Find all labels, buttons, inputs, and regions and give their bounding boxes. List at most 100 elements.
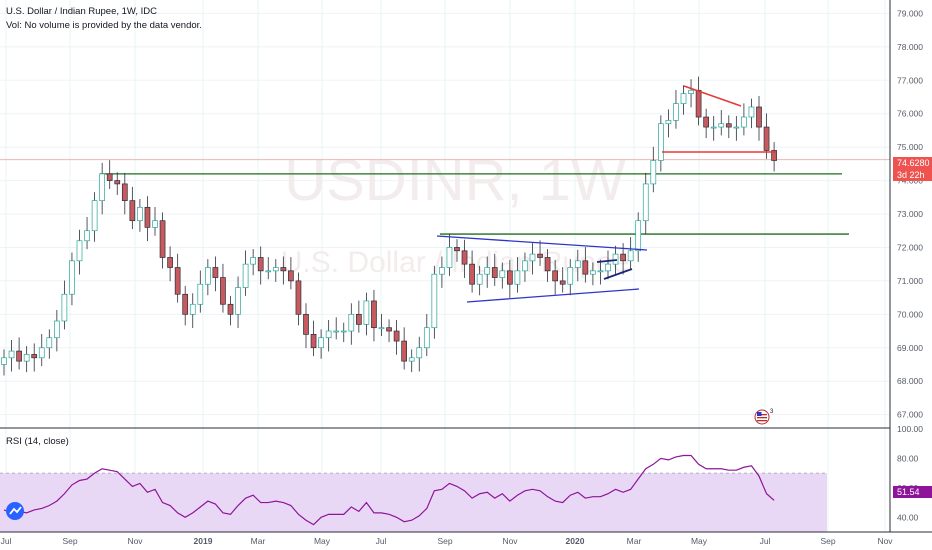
candle-body: [446, 247, 453, 268]
candle-body: [318, 337, 324, 349]
candle-body: [710, 126, 717, 129]
candle-body: [250, 257, 256, 265]
candle-body: [220, 277, 226, 305]
time-tick-label: May: [691, 536, 708, 546]
candle-body: [340, 330, 347, 333]
candle-body: [673, 103, 679, 121]
candle-body: [612, 253, 619, 265]
candle-body: [461, 250, 468, 265]
candle-body: [680, 93, 687, 105]
price-axis[interactable]: 79.00078.00077.00076.00075.00074.00073.0…: [897, 8, 923, 419]
candle-body: [378, 327, 385, 330]
time-axis[interactable]: Jul Sep Nov 2019 Mar May Jul Sep Nov 2020 Mar May Ju…: [1, 536, 894, 546]
candle-body: [363, 300, 370, 325]
candle-body: [657, 123, 664, 161]
candle-body: [46, 337, 53, 349]
rsi-band: [0, 473, 827, 532]
price-tick-label: 70.000: [897, 309, 923, 319]
candle-body: [333, 330, 340, 333]
candle-body: [476, 273, 483, 285]
candle-body: [771, 150, 777, 161]
candle-body: [627, 250, 634, 262]
time-tick-label: Nov: [877, 536, 893, 546]
time-tick-label: Sep: [437, 536, 452, 546]
candle-body: [522, 260, 528, 272]
pennant-lower-line[interactable]: [603, 268, 633, 280]
tradingview-logo-icon[interactable]: [6, 502, 24, 520]
horizontal-lines: [0, 159, 890, 235]
rsi-line: [3, 454, 775, 526]
candle-body: [408, 357, 415, 362]
candle-body: [235, 287, 241, 315]
price-tick-label: 75.000: [897, 142, 923, 152]
flag-icon[interactable]: 3: [754, 409, 774, 425]
candle-body: [272, 267, 279, 272]
rsi-tick-label: 80.00: [897, 453, 919, 463]
candle-body: [454, 247, 460, 252]
candle-body: [227, 303, 234, 315]
candle-body: [69, 260, 75, 295]
candle-body: [567, 267, 574, 285]
candle-body: [499, 270, 506, 278]
candle-body: [31, 354, 38, 359]
candle-body: [559, 280, 566, 285]
candle-body: [212, 267, 219, 278]
candle-body: [423, 327, 430, 349]
candle-body: [688, 89, 694, 94]
candle-body: [741, 116, 747, 128]
candle-body: [197, 283, 204, 305]
candle-body: [582, 260, 589, 275]
price-tick-label: 69.000: [897, 343, 923, 353]
time-tick-label: Nov: [502, 536, 518, 546]
candle-body: [650, 160, 657, 185]
price-tick-label: 76.000: [897, 109, 923, 119]
rsi-value-tag: 51.54: [893, 486, 932, 498]
candle-body: [23, 354, 30, 362]
candle-body: [748, 106, 755, 118]
candle-body: [205, 267, 211, 285]
candle-body: [144, 206, 151, 228]
candle-body: [552, 270, 559, 282]
candle-body: [642, 183, 649, 222]
candle-body: [129, 200, 136, 222]
triangle-upper-line[interactable]: [436, 235, 648, 251]
candle-body: [137, 206, 143, 222]
pennant-upper-line[interactable]: [596, 259, 618, 263]
candle-body: [514, 270, 521, 285]
candle-body: [159, 220, 166, 258]
rsi-pane: [0, 454, 827, 533]
candle-body: [310, 334, 317, 349]
drawings: [436, 85, 776, 303]
candle-body: [16, 350, 22, 362]
candle-body: [91, 200, 98, 232]
candle-body: [484, 267, 491, 275]
candle-body: [53, 320, 60, 339]
candle-body: [597, 270, 604, 273]
price-tick-label: 67.000: [897, 410, 923, 420]
triangle-lower-line[interactable]: [466, 288, 640, 303]
candle-body: [529, 253, 536, 262]
candle-body: [257, 257, 264, 272]
candle-body: [620, 253, 626, 262]
candle-body: [182, 293, 189, 315]
candle-body: [469, 263, 475, 285]
red-trend-line[interactable]: [683, 85, 742, 107]
candle-body: [507, 270, 513, 285]
time-tick-label: Jul: [1, 536, 12, 546]
price-tick-label: 71.000: [897, 276, 923, 286]
time-tick-label: Nov: [127, 536, 143, 546]
candle-body: [1, 357, 7, 365]
candle-body: [325, 330, 332, 339]
time-tick-label: Jul: [376, 536, 387, 546]
candle-body: [242, 263, 249, 288]
candle-body: [439, 267, 445, 275]
price-tick-label: 78.000: [897, 42, 923, 52]
countdown-tag: 3d 22h: [893, 169, 932, 181]
candle-body: [605, 263, 611, 272]
candle-body: [635, 220, 642, 252]
rsi-tick-label: 100.00: [897, 424, 923, 434]
time-tick-label: May: [314, 536, 331, 546]
